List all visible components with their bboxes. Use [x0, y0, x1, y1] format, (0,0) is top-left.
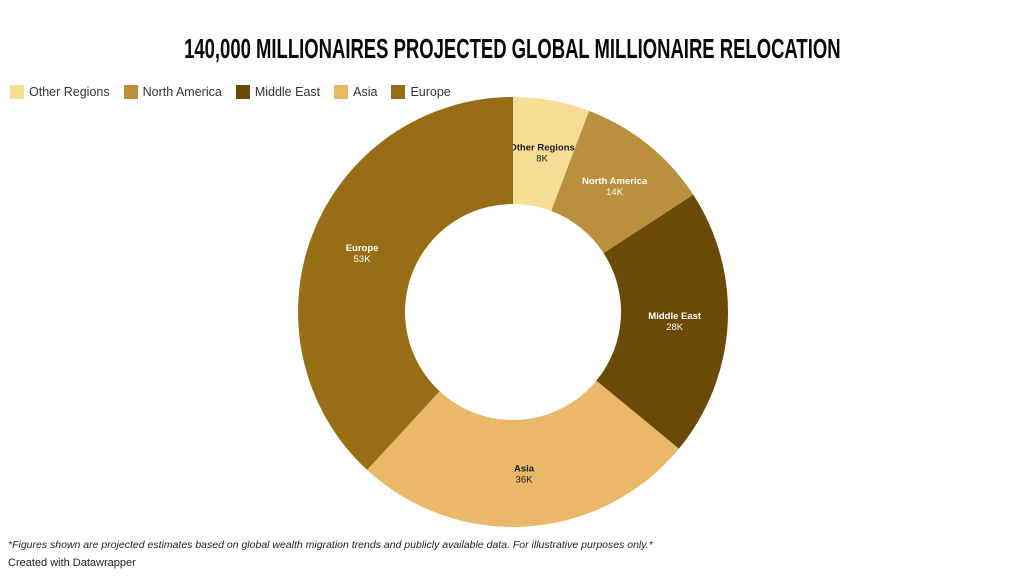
footnote: *Figures shown are projected estimates b… [8, 539, 653, 551]
legend-swatch-asia [334, 85, 349, 99]
slice-label-middle-east: Middle East 28K [648, 311, 702, 333]
legend-item-europe: Europe [391, 85, 451, 99]
legend-item-other-regions: Other Regions [10, 85, 110, 99]
legend-item-north-america: North America [123, 85, 222, 99]
donut-slice-europe[interactable] [298, 97, 513, 470]
legend-item-middle-east: Middle East [235, 85, 321, 99]
chart-title: 140,000 MILLIONAIRES PROJECTED GLOBAL MI… [0, 33, 1024, 65]
legend-label: Middle East [254, 85, 321, 99]
legend-swatch-europe [391, 85, 406, 99]
legend-label: Other Regions [29, 85, 110, 99]
legend-label: Asia [353, 85, 378, 99]
slice-label-north-america: North America 14K [582, 176, 648, 198]
legend-label: North America [142, 85, 222, 99]
legend-swatch-north-america [123, 85, 138, 99]
slice-label-europe: Europe 53K [346, 243, 379, 265]
donut-slice-north-america[interactable] [551, 110, 694, 254]
legend-swatch-middle-east [235, 85, 250, 99]
slice-label-asia: Asia 36K [514, 464, 535, 486]
chart-title-text: 140,000 MILLIONAIRES PROJECTED GLOBAL MI… [183, 33, 841, 64]
donut-slice-middle-east[interactable] [596, 194, 729, 449]
datawrapper-credit[interactable]: Created with Datawrapper [8, 557, 136, 569]
donut-slice-other-regions[interactable] [513, 96, 590, 211]
legend-swatch-other-regions [10, 85, 24, 99]
legend-item-asia: Asia [334, 85, 377, 99]
donut-slice-asia[interactable] [367, 380, 679, 527]
legend-label: Europe [410, 85, 451, 99]
slice-label-other-regions: Other Regions 8K [509, 143, 574, 165]
chart-legend: Other Regions North America Middle East Asi… [10, 85, 451, 99]
